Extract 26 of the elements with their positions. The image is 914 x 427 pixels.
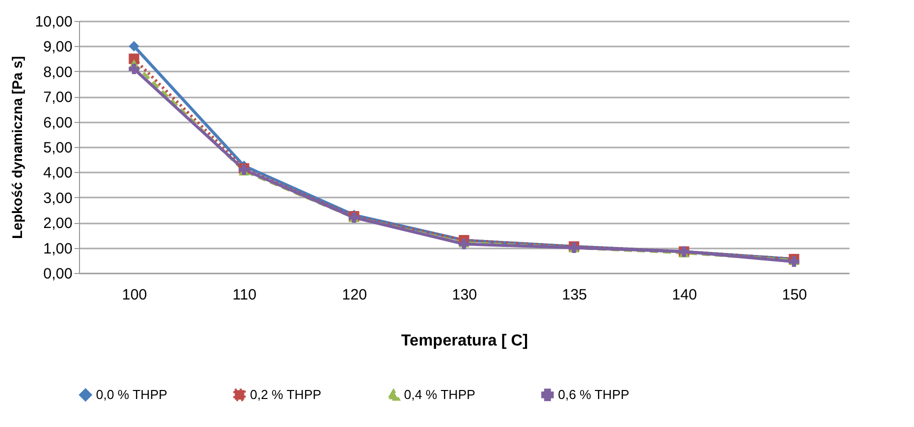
x-tick-label: 140: [672, 286, 698, 304]
legend-label: 0,2 % THPP: [250, 386, 322, 402]
x-tick-label: 120: [342, 286, 368, 304]
y-tick-label: 5,00: [43, 140, 72, 156]
y-tick-label: 10,00: [34, 14, 72, 30]
y-tick-label: 1,00: [43, 240, 72, 258]
y-tick-label: 6,00: [43, 114, 72, 132]
legend-label: 0,6 % THPP: [558, 386, 630, 402]
legend-label: 0,0 % THPP: [96, 386, 168, 402]
point: [128, 40, 140, 52]
y-tick-label: 8,00: [43, 64, 72, 81]
y-tick-label: 7,00: [43, 89, 72, 106]
y-tick-label: 4,00: [43, 164, 72, 182]
y-tick-label: 2,00: [43, 215, 72, 232]
y-tick-label: 3,00: [43, 190, 72, 207]
x-tick-label: 110: [232, 286, 256, 304]
y-axis-title: Lepkość dynamiczna [Pa s]: [8, 56, 25, 239]
y-tick-label: 0,00: [43, 266, 72, 282]
x-tick-label: 130: [452, 286, 478, 304]
x-axis-title: Temperatura [ C]: [401, 332, 528, 350]
legend-label: 0,4 % THPP: [404, 387, 476, 402]
x-tick-label: 100: [122, 286, 148, 304]
y-tick-label: 9,00: [43, 38, 72, 56]
point: [128, 64, 140, 74]
x-tick-label: 135: [562, 286, 588, 304]
x-tick-label: 150: [782, 286, 808, 304]
